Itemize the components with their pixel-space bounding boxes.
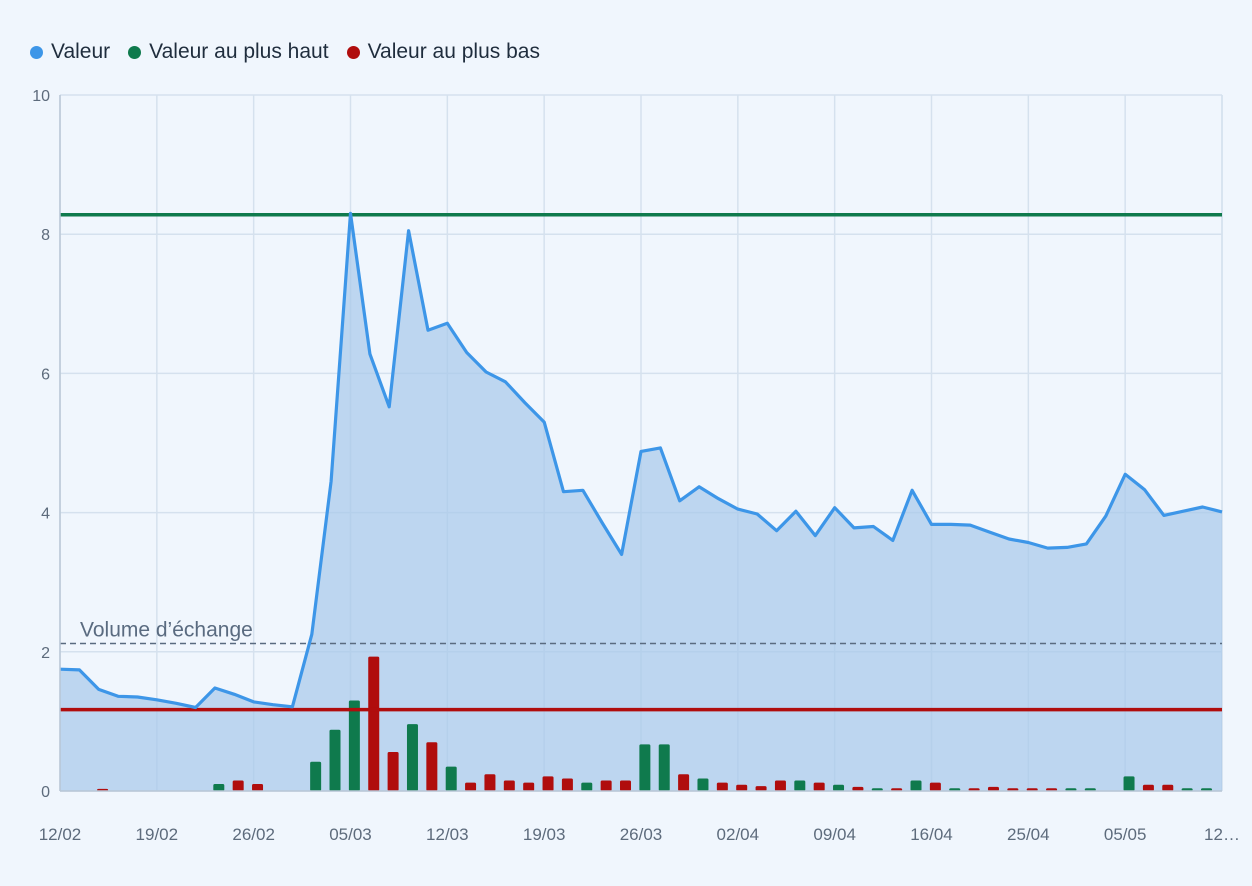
legend-item-plus-bas[interactable]: Valeur au plus bas (346, 40, 540, 64)
y-tick-label: 6 (41, 366, 50, 383)
volume-bar (465, 782, 477, 791)
x-tick-label: 16/04 (910, 825, 953, 844)
y-tick-label: 0 (41, 784, 50, 801)
x-tick-label: 26/03 (620, 825, 663, 844)
y-tick-label: 2 (41, 645, 50, 662)
volume-bar (503, 780, 515, 791)
volume-bar (697, 778, 709, 791)
x-tick-label: 12/02 (39, 825, 82, 844)
volume-bar (213, 784, 225, 791)
volume-bar (1162, 784, 1174, 791)
x-tick-label: 12… (1204, 825, 1240, 844)
volume-bar (929, 782, 941, 791)
volume-bar (678, 774, 690, 791)
y-tick-label: 8 (41, 227, 50, 244)
volume-bars (97, 656, 1213, 791)
volume-bar (523, 782, 535, 791)
volume-bar (658, 744, 670, 791)
volume-bar (484, 774, 496, 791)
legend-dot-valeur-icon (30, 45, 43, 59)
volume-label: Volume d’échange (80, 618, 253, 641)
value-line-layer (59, 211, 1223, 710)
volume-bar (813, 782, 825, 791)
volume-bar (716, 782, 728, 791)
x-tick-label: 19/03 (523, 825, 566, 844)
value-line (59, 211, 1223, 710)
volume-bar (794, 780, 806, 791)
x-tick-label: 05/03 (329, 825, 372, 844)
volume-bar (620, 780, 632, 791)
value-area-layer (60, 213, 1222, 792)
x-tick-label: 02/04 (717, 825, 760, 844)
y-tick-label: 4 (41, 506, 50, 523)
volume-bar (348, 700, 360, 791)
volume-bar (252, 784, 264, 791)
volume-bar (736, 784, 748, 791)
volume-bar (910, 780, 922, 791)
volume-bar (639, 744, 651, 791)
x-tick-label: 05/05 (1104, 825, 1147, 844)
volume-bar (561, 778, 573, 791)
volume-bar (833, 784, 845, 791)
volume-bar (445, 766, 457, 791)
volume-bar (329, 729, 341, 791)
volume-bar (1123, 776, 1135, 791)
axes: 0 2 4 6 8 10 12/02 19/02 26/02 05/03 12/03 19/03 26/… (32, 88, 1240, 844)
chart-legend: Valeur Valeur au plus haut Valeur au plu… (30, 40, 540, 64)
volume-bar (368, 656, 380, 791)
volume-bar (310, 761, 322, 791)
reference-lines: Volume d’échange (60, 212, 1222, 712)
legend-dot-plus-haut-icon (128, 45, 142, 59)
volume-bar (774, 780, 786, 791)
volume-bar (852, 786, 864, 791)
x-tick-label: 19/02 (136, 825, 179, 844)
legend-dot-plus-bas-icon (346, 45, 360, 59)
legend-label-valeur: Valeur (51, 40, 111, 63)
volume-bar (387, 752, 399, 791)
legend-item-valeur[interactable]: Valeur (30, 40, 110, 64)
legend-label-plus-haut: Valeur au plus haut (149, 40, 329, 63)
y-tick-label: 10 (32, 88, 50, 105)
volume-bar (1142, 784, 1154, 791)
x-tick-label: 25/04 (1007, 825, 1050, 844)
x-tick-label: 09/04 (813, 825, 856, 844)
x-tick-label: 26/02 (232, 825, 275, 844)
volume-bar (581, 782, 593, 791)
volume-bar (987, 786, 999, 791)
x-tick-label: 12/03 (426, 825, 469, 844)
value-area (60, 213, 1222, 792)
volume-bar (600, 780, 612, 791)
legend-label-plus-bas: Valeur au plus bas (367, 40, 540, 63)
volume-bar (232, 780, 244, 791)
volume-bar (542, 776, 554, 791)
volume-bar (755, 786, 767, 791)
volume-bar (406, 724, 418, 791)
volume-bar (426, 742, 438, 791)
legend-item-plus-haut[interactable]: Valeur au plus haut (128, 40, 329, 64)
